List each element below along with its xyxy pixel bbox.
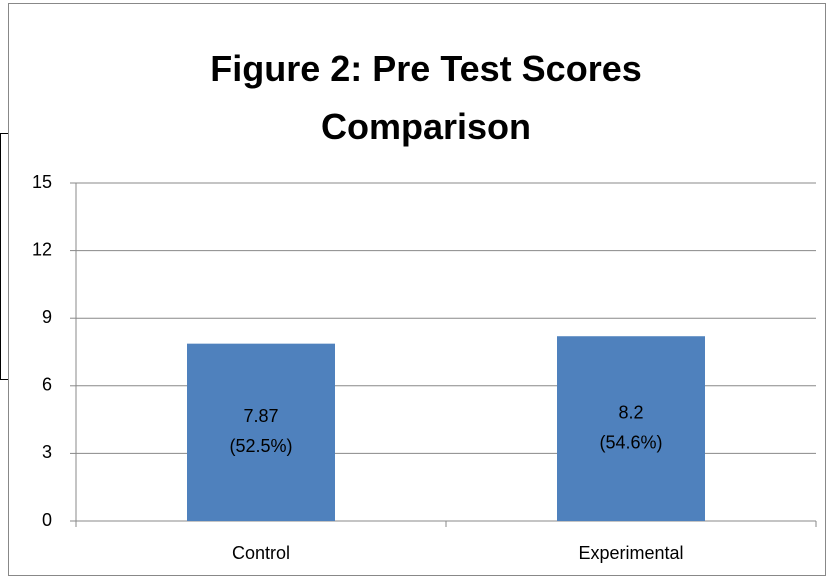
data-label: (52.5%) — [229, 436, 292, 456]
x-tick-label: Experimental — [578, 543, 683, 563]
y-tick-label: 6 — [42, 375, 52, 395]
chart-title: Figure 2: Pre Test Scores Comparison — [210, 48, 642, 147]
data-label: 7.87 — [243, 406, 278, 426]
bar — [557, 336, 705, 521]
y-tick-label: 15 — [32, 172, 52, 192]
y-tick-label: 12 — [32, 239, 52, 259]
x-tick-label: Control — [232, 543, 290, 563]
data-label: (54.6%) — [599, 432, 662, 452]
bar — [187, 343, 335, 521]
data-label: 8.2 — [618, 402, 643, 422]
y-tick-label: 9 — [42, 307, 52, 327]
y-tick-label: 3 — [42, 442, 52, 462]
y-tick-label: 0 — [42, 510, 52, 530]
